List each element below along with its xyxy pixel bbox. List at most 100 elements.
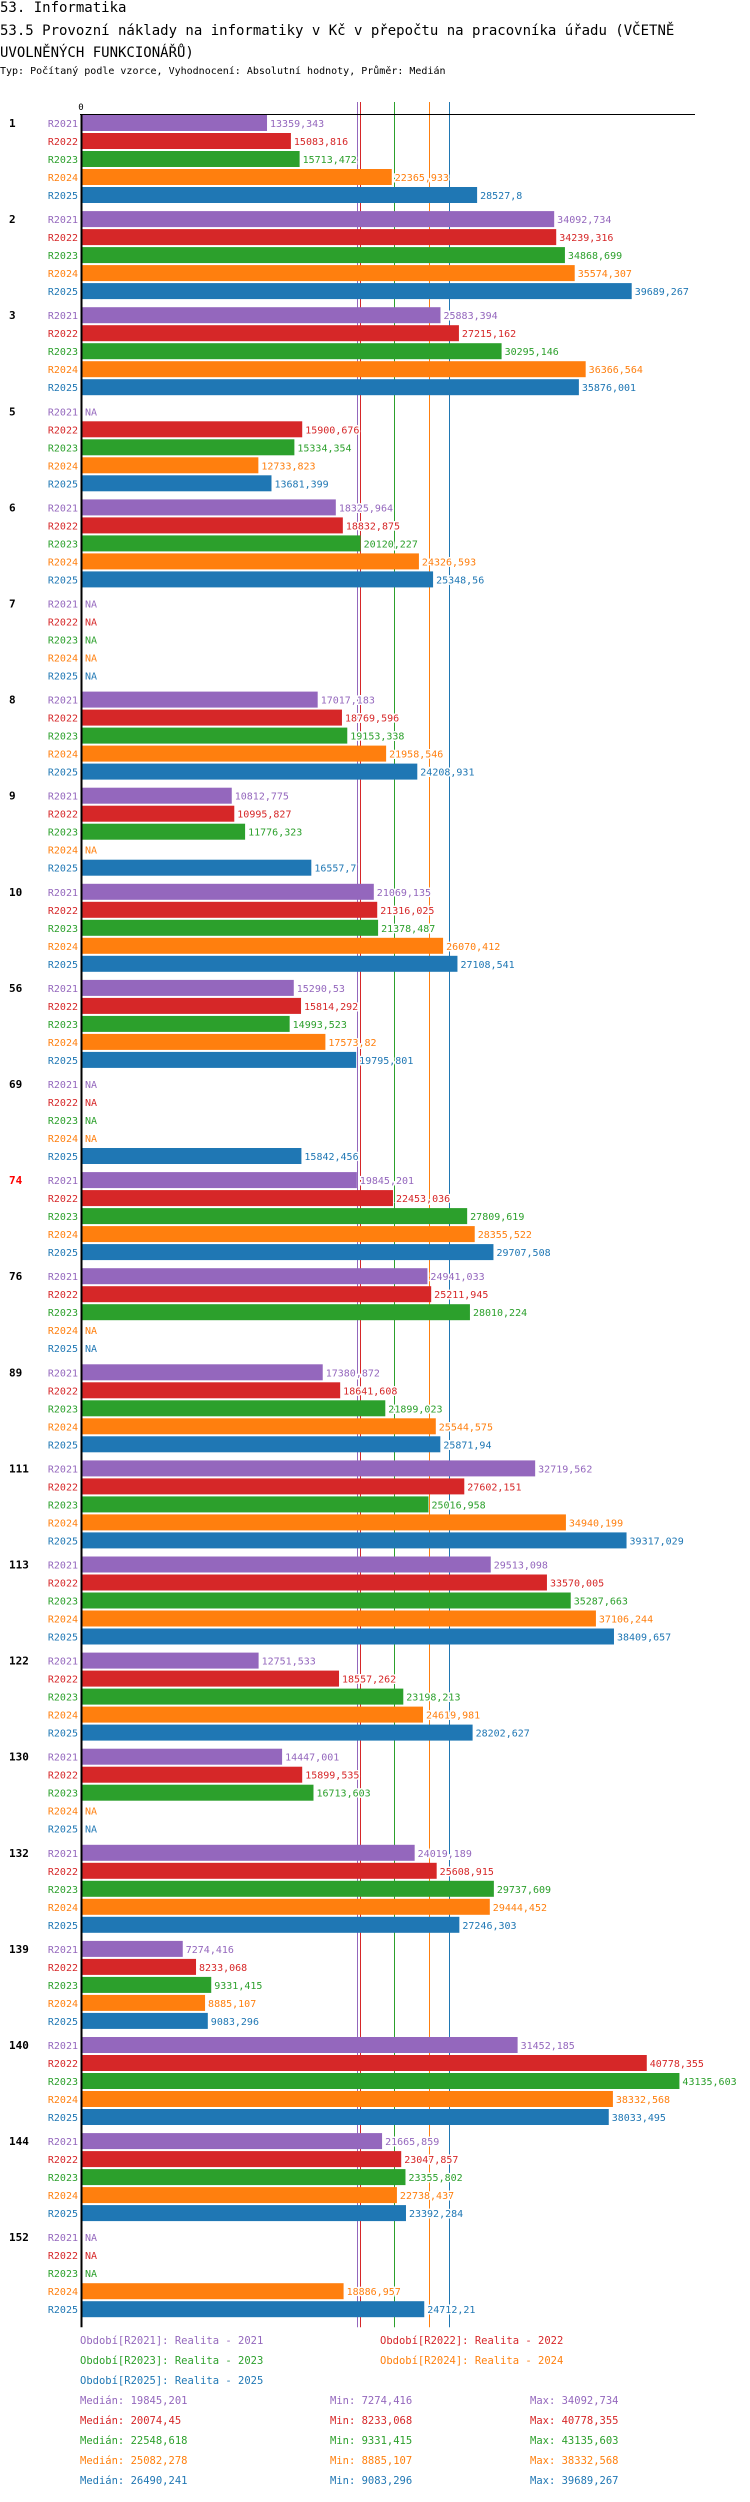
bar xyxy=(82,475,272,492)
bar xyxy=(82,2169,406,2186)
data-label: 18832,875 xyxy=(346,521,400,532)
series-label: R2022 xyxy=(48,1771,78,1782)
bar xyxy=(82,1226,475,1243)
series-label: R2025 xyxy=(48,1056,78,1067)
bar xyxy=(82,1940,183,1957)
series-label: R2023 xyxy=(48,1789,78,1800)
data-label: NA xyxy=(85,618,97,629)
data-label: NA xyxy=(85,654,97,665)
group-label: 113 xyxy=(9,1559,29,1572)
series-label: R2023 xyxy=(48,347,78,358)
bar xyxy=(82,2055,647,2071)
series-label: R2021 xyxy=(48,215,78,226)
series-label: R2021 xyxy=(48,503,78,514)
series-label: R2023 xyxy=(48,2269,78,2280)
series-label: R2022 xyxy=(48,1867,78,1878)
data-label: 21069,135 xyxy=(377,888,431,899)
data-label: 29737,609 xyxy=(497,1885,551,1896)
data-label: 24619,981 xyxy=(426,1711,480,1722)
data-label: NA xyxy=(85,1326,97,1337)
series-label: R2024 xyxy=(48,461,78,472)
data-label: 18325,964 xyxy=(339,503,393,514)
stat-max: Max: 39689,267 xyxy=(530,2475,619,2487)
data-label: 23392,284 xyxy=(409,2209,463,2220)
bar xyxy=(82,1610,596,1627)
data-label: 18641,608 xyxy=(343,1386,397,1397)
series-label: R2023 xyxy=(48,828,78,839)
series-label: R2023 xyxy=(48,732,78,743)
bar xyxy=(82,343,502,360)
data-label: 25608,915 xyxy=(440,1867,494,1878)
series-label: R2024 xyxy=(48,1422,78,1433)
group-label: 130 xyxy=(9,1751,29,1764)
stat-median: Medián: 22548,618 xyxy=(80,2435,188,2447)
group-label: 9 xyxy=(9,790,16,803)
series-label: R2024 xyxy=(48,1615,78,1626)
bar xyxy=(82,2091,613,2107)
bar xyxy=(82,2151,402,2168)
bar xyxy=(82,1556,491,1573)
bar xyxy=(82,1208,468,1225)
bar xyxy=(82,1304,470,1321)
data-label: 25544,575 xyxy=(439,1422,493,1433)
data-label: 29444,452 xyxy=(493,1903,547,1914)
series-label: R2023 xyxy=(48,924,78,935)
data-label: 14993,523 xyxy=(293,1020,347,1031)
data-label: 19845,201 xyxy=(360,1176,414,1187)
series-label: R2022 xyxy=(48,906,78,917)
legend-item-R2025: Období[R2025]: Realita - 2025 xyxy=(80,2375,264,2387)
bar xyxy=(82,1172,357,1189)
bar xyxy=(82,439,295,456)
data-label: 25883,394 xyxy=(443,311,497,322)
series-label: R2022 xyxy=(48,1002,78,1013)
data-label: 8885,107 xyxy=(208,1999,256,2010)
bar xyxy=(82,571,434,588)
bar xyxy=(82,979,294,996)
data-label: 38332,568 xyxy=(616,2095,670,2106)
data-label: 21899,023 xyxy=(388,1404,442,1415)
bar xyxy=(82,2073,680,2089)
bar xyxy=(82,1844,415,1861)
series-label: R2022 xyxy=(48,425,78,436)
series-label: R2025 xyxy=(48,575,78,586)
data-label: 9331,415 xyxy=(214,1981,262,1992)
series-label: R2024 xyxy=(48,1134,78,1145)
stat-min: Min: 9083,296 xyxy=(330,2475,413,2487)
bar xyxy=(82,499,336,516)
group-label: 56 xyxy=(9,982,23,995)
stat-max: Max: 38332,568 xyxy=(530,2455,619,2467)
series-label: R2024 xyxy=(48,173,78,184)
bar xyxy=(82,1268,428,1285)
group-label: 6 xyxy=(9,501,16,514)
bar xyxy=(82,1015,290,1032)
data-label: 14447,001 xyxy=(285,1753,339,1764)
group-label: 132 xyxy=(9,1847,29,1860)
data-label: 39317,029 xyxy=(630,1536,684,1547)
data-label: 18886,957 xyxy=(347,2287,401,2298)
series-label: R2025 xyxy=(48,1344,78,1355)
bar xyxy=(82,1418,436,1435)
data-label: 12733,823 xyxy=(261,461,315,472)
data-label: 19795,801 xyxy=(359,1056,413,1067)
stat-median: Medián: 20074,45 xyxy=(80,2415,182,2427)
bar xyxy=(82,1532,627,1549)
data-label: NA xyxy=(85,672,97,683)
series-label: R2021 xyxy=(48,1561,78,1572)
series-label: R2023 xyxy=(48,1212,78,1223)
series-label: R2021 xyxy=(48,1464,78,1475)
bar xyxy=(82,1244,494,1261)
bar xyxy=(82,1514,566,1531)
data-label: 27809,619 xyxy=(470,1212,524,1223)
series-label: R2023 xyxy=(48,539,78,550)
bar xyxy=(82,1436,441,1453)
data-label: 29707,508 xyxy=(496,1248,550,1259)
series-label: R2024 xyxy=(48,1807,78,1818)
data-label: 15899,535 xyxy=(305,1771,359,1782)
group-label: 89 xyxy=(9,1366,22,1379)
data-label: 38409,657 xyxy=(617,1633,671,1644)
data-label: 23047,857 xyxy=(404,2155,458,2166)
bar xyxy=(82,1880,494,1897)
bar xyxy=(82,727,348,744)
series-label: R2025 xyxy=(48,864,78,875)
bar xyxy=(82,1148,302,1164)
